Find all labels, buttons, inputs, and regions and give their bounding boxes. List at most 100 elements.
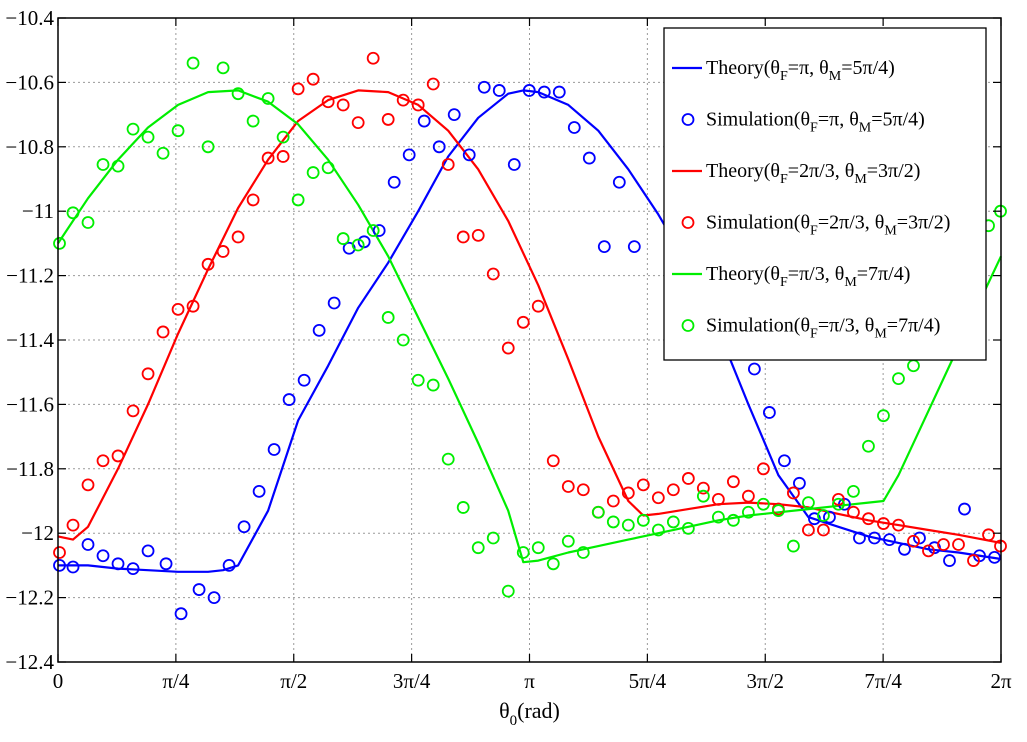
series-point-5 [771, 504, 785, 518]
series-point-1 [207, 591, 221, 604]
x-axis-title-subscript: 0 [510, 713, 518, 729]
x-tick-label: π [524, 669, 535, 693]
legend-label: Theory(θF=π, θM=5π/4) [706, 57, 895, 84]
series-point-1 [126, 562, 140, 576]
y-tick-label: −11.4 [6, 328, 54, 352]
series-point-1 [53, 559, 66, 572]
series-point-5 [186, 56, 200, 70]
series-point-5 [66, 206, 80, 220]
series-point-1 [913, 531, 926, 545]
series-point-3 [336, 98, 350, 112]
series-point-5 [651, 523, 665, 537]
series-point-3 [426, 77, 440, 91]
series-point-1 [462, 148, 476, 162]
series-point-1 [237, 520, 251, 534]
series-point-3 [877, 517, 890, 530]
series-point-5 [246, 114, 260, 128]
x-tick-label: 2π [990, 669, 1012, 693]
series-point-1 [793, 476, 806, 490]
series-point-5 [381, 311, 395, 324]
legend: Theory(θF=π, θM=5π/4) Simulation(θF=π, θM… [663, 27, 987, 361]
series-point-1 [312, 323, 326, 337]
series-point-5 [817, 509, 830, 522]
series-point-5 [171, 124, 185, 138]
series-point-3 [276, 150, 290, 163]
series-point-1 [159, 557, 173, 571]
series-point-5 [591, 505, 605, 519]
x-tick-label: 5π/4 [629, 669, 667, 693]
series-point-1 [582, 151, 596, 165]
series-point-5 [681, 521, 695, 535]
series-point-5 [847, 484, 860, 498]
series-point-1 [597, 240, 611, 254]
series-point-3 [246, 193, 260, 207]
series-point-1 [66, 560, 80, 574]
series-point-1 [282, 393, 296, 406]
series-point-3 [862, 512, 875, 526]
series-point-3 [937, 538, 950, 551]
series-point-5 [576, 546, 590, 559]
series-point-3 [741, 489, 755, 503]
series-point-1 [612, 175, 626, 189]
series-point-1 [252, 484, 266, 498]
series-point-5 [366, 224, 380, 237]
axis-ticks [57, 17, 1002, 663]
series-point-3 [651, 491, 665, 505]
series-point-5 [126, 122, 140, 136]
series-point-5 [411, 373, 425, 387]
series-point-3 [171, 303, 185, 316]
series-point-1 [174, 607, 188, 621]
series-point-5 [471, 541, 485, 555]
series-point-3 [81, 478, 95, 492]
series-point-5 [696, 489, 710, 503]
series-point-1 [297, 373, 311, 387]
x-tick-label: π/2 [280, 669, 307, 693]
series-point-5 [606, 515, 620, 529]
x-tick-label: 3π/4 [393, 669, 431, 693]
series-point-5 [141, 130, 155, 144]
series-point-3 [66, 518, 80, 532]
series-point-3 [396, 93, 410, 107]
series-point-3 [531, 299, 545, 313]
series-point-1 [552, 85, 566, 99]
series-point-5 [501, 584, 515, 598]
series-point-5 [231, 87, 245, 101]
series-point-3 [907, 534, 920, 548]
series-point-5 [261, 92, 275, 105]
series-point-3 [381, 113, 395, 126]
series-point-3 [802, 523, 815, 537]
series-point-1 [141, 544, 155, 558]
x-axis-title-unit: (rad) [517, 698, 560, 723]
legend-label: Theory(θF=2π/3, θM=3π/2) [706, 160, 920, 187]
series-point-3 [201, 257, 215, 271]
series-point-3 [441, 158, 455, 171]
y-tick-label: −10.6 [5, 70, 54, 94]
series-point-3 [291, 82, 305, 96]
series-point-3 [261, 151, 275, 165]
legend-label: Simulation(θF=2π/3, θM=3π/2) [706, 212, 950, 239]
series-point-1 [868, 531, 881, 545]
series-line-0 [58, 89, 1002, 573]
series-point-5 [802, 496, 815, 510]
series-point-3 [126, 404, 140, 418]
series-point-1 [192, 583, 206, 596]
y-tick-label: −11.6 [6, 392, 54, 416]
series-point-3 [456, 230, 470, 244]
series-point-5 [711, 510, 725, 524]
series-point-5 [216, 61, 230, 75]
x-axis-title-symbol: θ [499, 698, 510, 723]
series-point-5 [426, 378, 440, 392]
series-point-3 [366, 51, 380, 65]
series-point-5 [546, 557, 560, 571]
series-point-5 [561, 534, 575, 548]
series-point-3 [561, 480, 575, 493]
series-point-5 [787, 539, 800, 553]
series-point-1 [387, 175, 401, 189]
series-point-5 [636, 513, 650, 527]
series-point-3 [411, 98, 425, 112]
series-point-3 [231, 230, 245, 244]
y-tick-label: −11.8 [6, 457, 54, 481]
series-point-3 [636, 478, 650, 492]
series-point-3 [53, 546, 66, 559]
